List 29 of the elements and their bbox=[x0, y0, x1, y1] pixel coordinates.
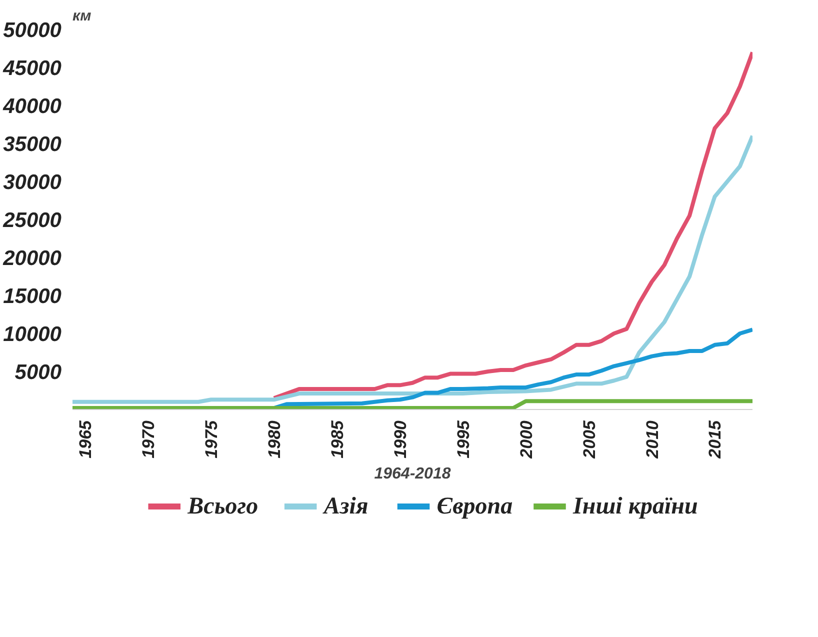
x-tick-label: 1965 bbox=[76, 420, 96, 458]
x-tick-label: 1980 bbox=[264, 420, 284, 458]
y-tick-label: 50000 bbox=[3, 19, 62, 42]
y-tick-label: 5000 bbox=[14, 361, 62, 384]
y-tick-label: 35000 bbox=[3, 133, 62, 156]
y-tick-label: 20000 bbox=[2, 247, 62, 270]
y-tick-label: 45000 bbox=[2, 57, 62, 80]
x-tick-label: 1990 bbox=[390, 420, 410, 458]
line-series bbox=[272, 50, 752, 400]
x-tick-label: 2000 bbox=[516, 420, 536, 460]
x-tick-label: 1995 bbox=[454, 420, 473, 458]
legend-label: Азія bbox=[322, 494, 368, 520]
y-tick-label: 15000 bbox=[3, 285, 62, 308]
x-tick-label: 2015 bbox=[706, 420, 725, 460]
x-axis-title: 1964-2018 bbox=[374, 465, 451, 482]
x-tick-label: 2010 bbox=[642, 420, 662, 460]
y-tick-label: 25000 bbox=[2, 209, 62, 232]
y-axis-title: км bbox=[72, 8, 92, 24]
y-tick-label: 40000 bbox=[2, 95, 62, 118]
y-tick-label: 30000 bbox=[3, 171, 62, 194]
legend-label: Всього bbox=[186, 494, 258, 520]
legend-label: Інші країни bbox=[572, 494, 698, 520]
y-tick-label: 10000 bbox=[3, 323, 62, 346]
x-tick-label: 1970 bbox=[139, 420, 158, 458]
x-tick-label: 1975 bbox=[202, 420, 222, 458]
x-tick-label: 2005 bbox=[580, 420, 599, 460]
x-tick-label: 1985 bbox=[328, 420, 347, 458]
legend-label: Європа bbox=[436, 494, 513, 520]
line-series bbox=[72, 134, 752, 404]
